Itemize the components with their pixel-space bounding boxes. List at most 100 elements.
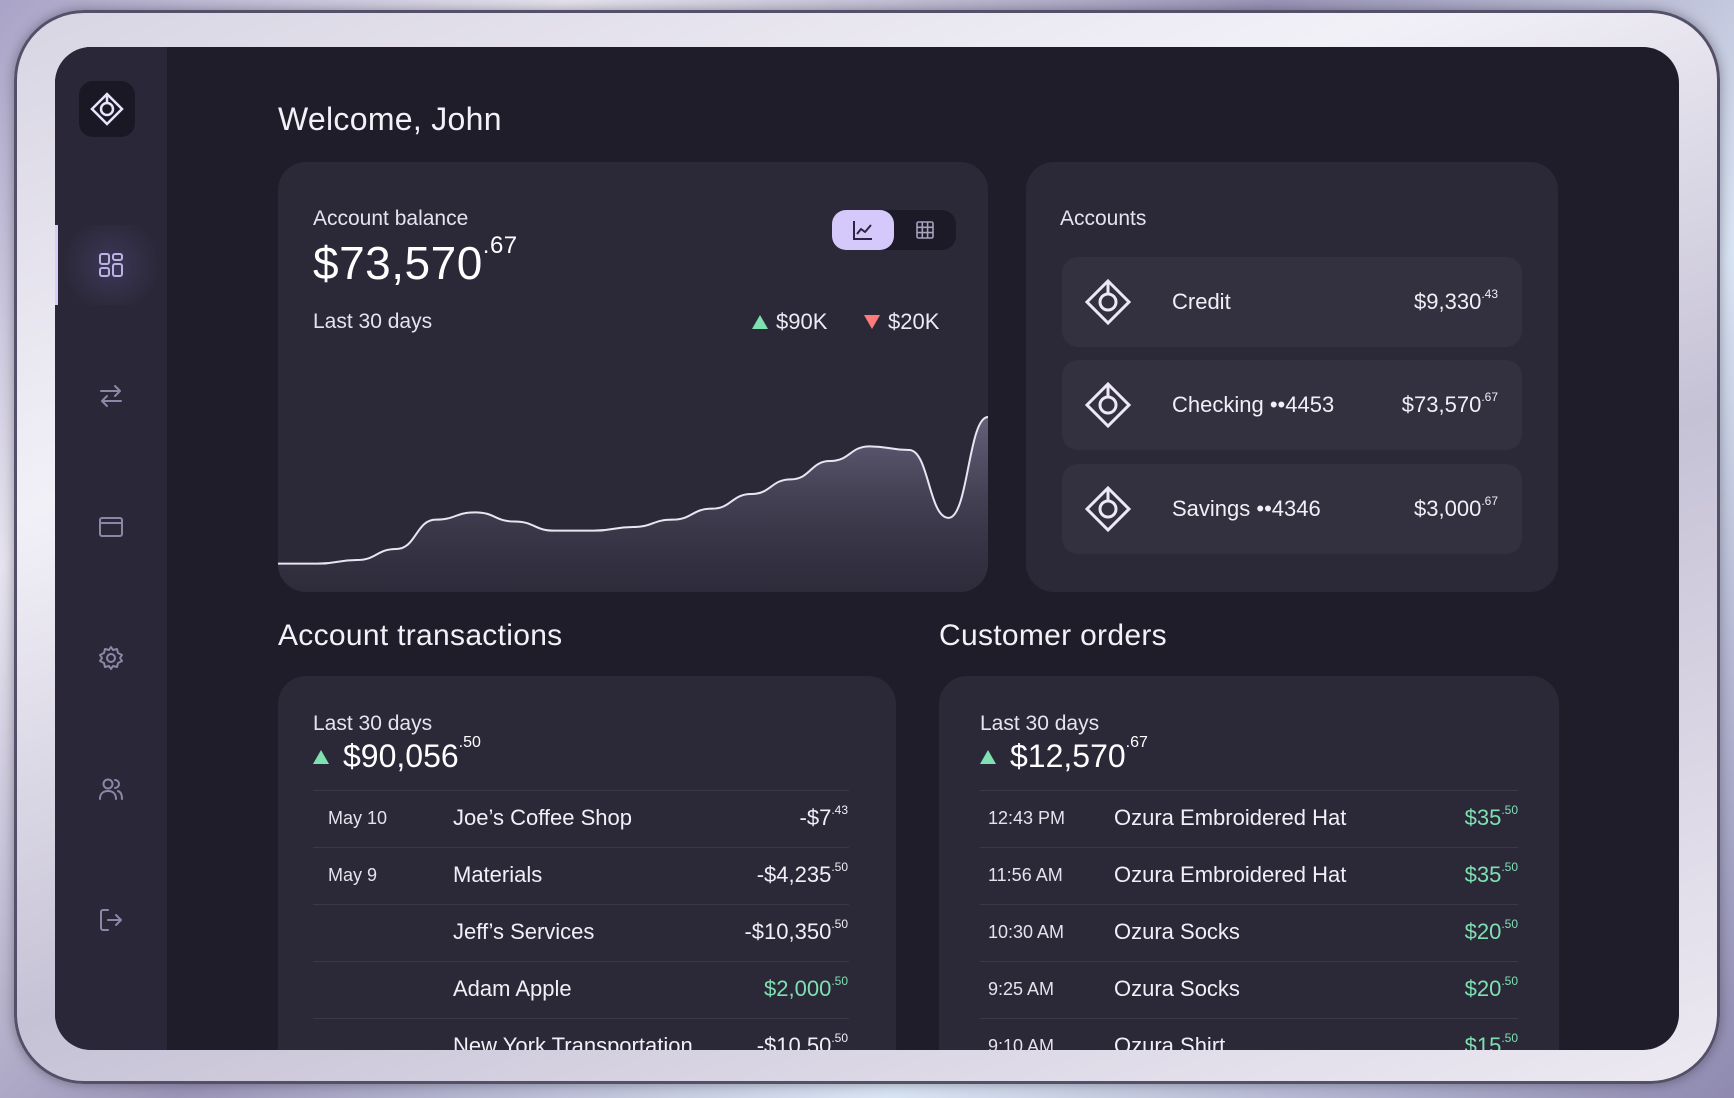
view-toggle xyxy=(832,210,956,250)
transaction-cents: .50 xyxy=(831,917,848,931)
transaction-amount: -$7.43 xyxy=(799,803,848,831)
row-divider xyxy=(313,961,849,962)
accounts-card: Accounts Credit $9,330.43 Checking ••445… xyxy=(1026,162,1558,592)
order-amount: $35.50 xyxy=(1464,860,1518,888)
account-dollars: $9,330 xyxy=(1414,289,1482,314)
account-dollars: $3,000 xyxy=(1414,496,1482,521)
row-divider xyxy=(313,847,849,848)
row-divider xyxy=(980,961,1518,962)
order-cents: .50 xyxy=(1501,1031,1518,1045)
transaction-cents: .50 xyxy=(831,974,848,988)
order-dollars: $35 xyxy=(1464,862,1502,887)
transactions-total: $90,056.50 xyxy=(313,734,481,775)
chart-icon xyxy=(853,221,872,240)
account-amount: $3,000.67 xyxy=(1414,494,1498,522)
account-name: Savings ••4346 xyxy=(1172,496,1321,521)
transaction-dollars: -$10,350 xyxy=(744,919,832,944)
order-time: 10:30 AM xyxy=(988,921,1065,942)
up-triangle-icon xyxy=(313,749,329,764)
transaction-name: Jeff’s Services xyxy=(453,919,595,944)
diamond-compass-icon xyxy=(1084,485,1132,533)
row-divider xyxy=(313,1018,849,1019)
transactions-period: Last 30 days xyxy=(313,712,433,735)
income-value: $90K xyxy=(776,309,828,334)
nav-settings[interactable] xyxy=(55,618,167,698)
table-icon xyxy=(916,221,934,239)
accounts-title: Accounts xyxy=(1060,207,1147,230)
nav-dashboard[interactable] xyxy=(55,225,167,305)
diamond-compass-icon xyxy=(90,92,124,126)
balance-cents: .67 xyxy=(482,232,518,259)
row-divider xyxy=(980,1018,1518,1019)
row-divider xyxy=(313,904,849,905)
chart-area xyxy=(278,417,988,592)
browser-window-icon xyxy=(99,517,123,537)
diamond-compass-icon xyxy=(1084,278,1132,326)
nav-users[interactable] xyxy=(55,749,167,829)
app-logo[interactable] xyxy=(79,81,135,137)
balance-period: Last 30 days xyxy=(313,310,433,333)
down-triangle-icon xyxy=(864,315,880,329)
transaction-cents: .50 xyxy=(831,860,848,874)
account-balance-card: Account balance $73,570.67 La xyxy=(278,162,988,592)
transaction-dollars: -$10.50 xyxy=(756,1033,832,1050)
sidebar xyxy=(55,47,167,1050)
order-row[interactable]: 9:25 AM Ozura Socks $20.50 xyxy=(988,961,1518,1017)
transaction-amount: -$10.50.50 xyxy=(756,1031,848,1050)
expense-legend: $20K xyxy=(864,309,939,335)
order-time: 9:25 AM xyxy=(988,978,1055,999)
order-row[interactable]: 11:56 AM Ozura Embroidered Hat $35.50 xyxy=(988,847,1518,903)
nav-logout[interactable] xyxy=(55,880,167,960)
order-dollars: $35 xyxy=(1464,805,1502,830)
orders-dollars: $12,570 xyxy=(1010,738,1126,774)
income-legend: $90K xyxy=(752,309,827,335)
transactions-dollars: $90,056 xyxy=(343,738,459,774)
order-cents: .50 xyxy=(1501,860,1518,874)
account-item-savings[interactable]: Savings ••4346 $3,000.67 xyxy=(1062,464,1522,554)
gear-icon xyxy=(99,646,123,670)
nav-browser[interactable] xyxy=(55,487,167,567)
account-name: Checking ••4453 xyxy=(1172,392,1335,417)
order-name: Ozura Socks xyxy=(1114,976,1240,1001)
row-divider xyxy=(980,847,1518,848)
transaction-row[interactable]: Adam Apple $2,000.50 xyxy=(328,961,848,1017)
account-amount: $73,570.67 xyxy=(1402,390,1498,418)
transaction-date: May 9 xyxy=(328,864,378,885)
transaction-dollars: -$7 xyxy=(799,805,832,830)
order-time: 11:56 AM xyxy=(988,864,1063,885)
transaction-name: New York Transportation xyxy=(453,1033,693,1050)
account-item-checking[interactable]: Checking ••4453 $73,570.67 xyxy=(1062,360,1522,450)
order-dollars: $20 xyxy=(1464,976,1502,1001)
row-divider xyxy=(980,790,1518,791)
account-cents: .67 xyxy=(1481,494,1498,508)
account-cents: .43 xyxy=(1481,287,1498,301)
transaction-row[interactable]: Jeff’s Services -$10,350.50 xyxy=(328,904,848,960)
order-amount: $15.50 xyxy=(1464,1031,1518,1050)
transactions-card: Last 30 days $90,056.50 May 10 Joe’s Coff… xyxy=(278,676,896,1050)
order-row[interactable]: 12:43 PM Ozura Embroidered Hat $35.50 xyxy=(988,790,1518,846)
order-dollars: $15 xyxy=(1464,1033,1502,1050)
up-triangle-icon xyxy=(980,749,996,764)
transaction-dollars: $2,000 xyxy=(764,976,832,1001)
order-row[interactable]: 9:10 AM Ozura Shirt $15.50 xyxy=(988,1018,1518,1050)
up-triangle-icon xyxy=(752,315,768,329)
dashboard-grid-icon xyxy=(99,253,123,277)
order-row[interactable]: 10:30 AM Ozura Socks $20.50 xyxy=(988,904,1518,960)
transfer-arrows-icon xyxy=(100,385,122,407)
transaction-row[interactable]: May 9 Materials -$4,235.50 xyxy=(328,847,848,903)
transactions-cents: .50 xyxy=(458,734,481,751)
order-amount: $35.50 xyxy=(1464,803,1518,831)
chart-view-button[interactable] xyxy=(832,210,894,250)
transactions-title: Account transactions xyxy=(278,619,563,652)
diamond-compass-icon xyxy=(1084,381,1132,429)
balance-amount: $73,570.67 xyxy=(313,232,518,290)
order-cents: .50 xyxy=(1501,917,1518,931)
transaction-date: May 10 xyxy=(328,807,388,828)
account-item-credit[interactable]: Credit $9,330.43 xyxy=(1062,257,1522,347)
transaction-amount: -$4,235.50 xyxy=(757,860,848,888)
transaction-row[interactable]: New York Transportation -$10.50.50 xyxy=(328,1018,848,1050)
table-view-button[interactable] xyxy=(894,210,956,250)
orders-cents: .67 xyxy=(1125,734,1148,751)
transaction-row[interactable]: May 10 Joe’s Coffee Shop -$7.43 xyxy=(328,790,848,846)
nav-transfers[interactable] xyxy=(55,356,167,436)
